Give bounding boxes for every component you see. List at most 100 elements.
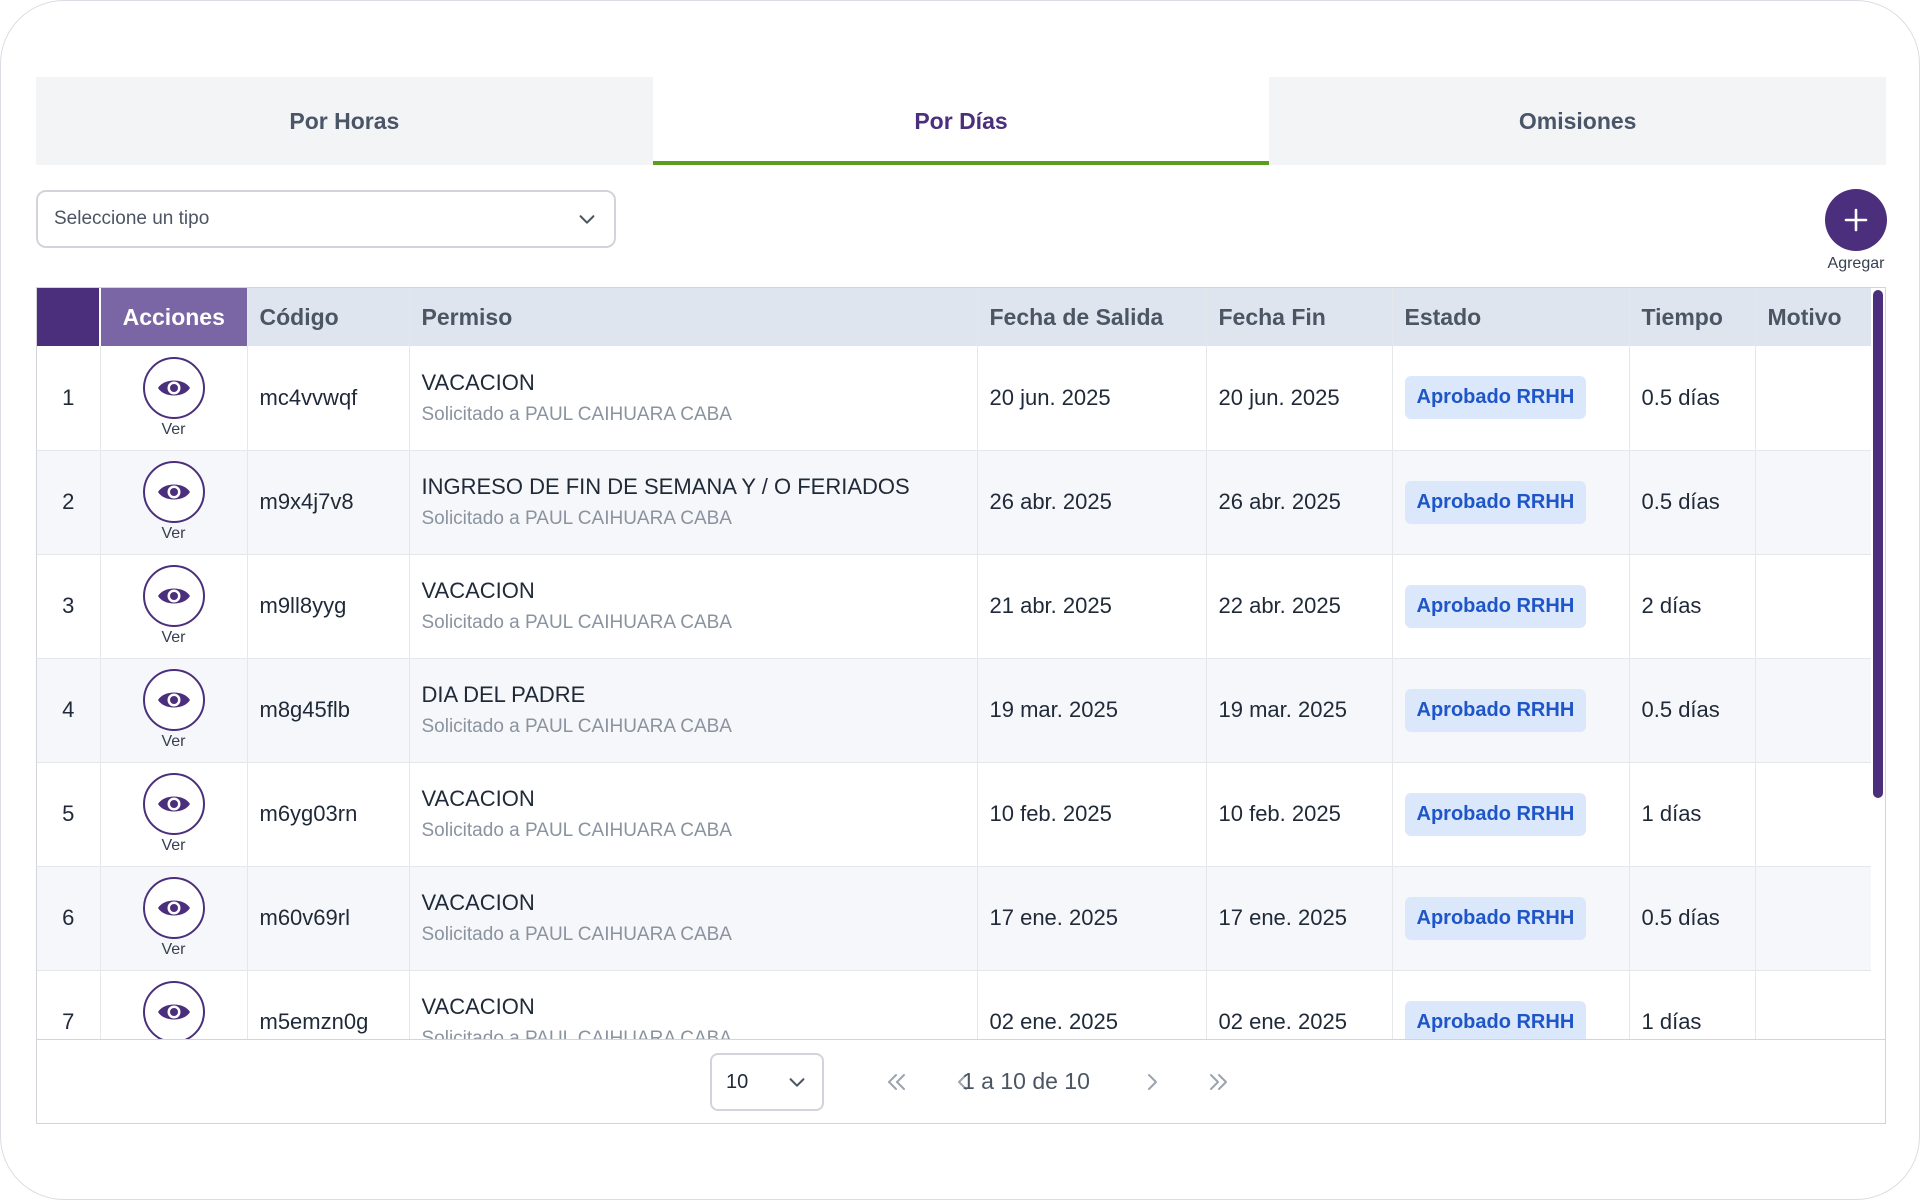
reason-cell: [1755, 450, 1871, 555]
view-label: Ver: [161, 629, 186, 646]
actions-cell: Ver: [100, 658, 248, 763]
permit-requested-to: Solicitado a PAUL CAIHUARA CABA: [421, 1028, 732, 1039]
end-date-cell: 19 mar. 2025: [1206, 658, 1393, 763]
view-button[interactable]: Ver: [142, 981, 205, 1039]
table-row[interactable]: 1 Ver mc4vvwqf VACACION Solicitado a PAUL CA…: [37, 346, 1871, 451]
permit-title: VACACION: [421, 994, 535, 1019]
status-cell: Aprobado RRHH: [1392, 346, 1630, 451]
permit-cell: VACACION Solicitado a PAUL CAIHUARA CABA: [409, 554, 978, 659]
end-date-cell: 26 abr. 2025: [1206, 450, 1393, 555]
view-button[interactable]: Ver: [142, 669, 205, 751]
eye-icon: [157, 588, 190, 604]
row-number: 5: [37, 762, 101, 867]
double-chevron-right-icon: [1210, 1074, 1227, 1090]
actions-cell: Ver: [100, 450, 248, 555]
permit-requested-to: Solicitado a PAUL CAIHUARA CABA: [421, 508, 732, 529]
page-size-select[interactable]: 10: [710, 1053, 824, 1111]
pagination-info: 1 a 10 de 10: [962, 1068, 1090, 1094]
permit-requested-to: Solicitado a PAUL CAIHUARA CABA: [421, 403, 732, 425]
last-page-button[interactable]: [1200, 1064, 1236, 1100]
header-permit[interactable]: Permiso: [409, 288, 978, 346]
start-date-cell: 20 jun. 2025: [977, 346, 1207, 451]
actions-cell: Ver: [100, 554, 248, 659]
chevron-left-icon: [958, 1074, 967, 1090]
eye-icon: [157, 380, 190, 396]
status-badge: Aprobado RRHH: [1404, 792, 1587, 836]
header-status[interactable]: Estado: [1392, 288, 1630, 346]
start-date-cell: 26 abr. 2025: [977, 450, 1207, 555]
time-cell: 0.5 días: [1629, 450, 1756, 555]
table-row[interactable]: 7 Ver m5emzn0g VACACION Solicitado a PAUL CA…: [37, 970, 1871, 1039]
status-badge: Aprobado RRHH: [1404, 688, 1587, 732]
view-label: Ver: [161, 733, 186, 750]
start-date-cell: 17 ene. 2025: [977, 866, 1207, 971]
table-row[interactable]: 3 Ver m9ll8yyg VACACION Solicitado a PAUL CA…: [37, 554, 1871, 659]
previous-page-button[interactable]: [945, 1064, 981, 1100]
type-select[interactable]: Seleccione un tipo: [36, 190, 616, 248]
header-end-date[interactable]: Fecha Fin: [1206, 288, 1393, 346]
view-button[interactable]: Ver: [142, 773, 205, 855]
table-row[interactable]: 5 Ver m6yg03rn VACACION Solicitado a PAUL CA…: [37, 762, 1871, 867]
header-start-date[interactable]: Fecha de Salida: [977, 288, 1207, 346]
status-cell: Aprobado RRHH: [1392, 970, 1630, 1039]
reason-cell: [1755, 762, 1871, 867]
code-cell: m6yg03rn: [247, 762, 410, 867]
reason-cell: [1755, 346, 1871, 451]
header-time[interactable]: Tiempo: [1629, 288, 1756, 346]
eye-icon: [157, 796, 190, 812]
status-cell: Aprobado RRHH: [1392, 450, 1630, 555]
end-date-cell: 02 ene. 2025: [1206, 970, 1393, 1039]
table-scroll-area[interactable]: Acciones Código Permiso Fecha de Salida …: [37, 288, 1871, 1039]
permit-requested-to: Solicitado a PAUL CAIHUARA CABA: [421, 820, 732, 841]
permit-cell: DIA DEL PADRE Solicitado a PAUL CAIHUARA …: [409, 658, 978, 763]
row-number: 6: [37, 866, 101, 971]
status-badge: Aprobado RRHH: [1404, 480, 1587, 524]
view-icon-circle: [142, 981, 205, 1039]
reason-cell: [1755, 658, 1871, 763]
view-icon-circle: [142, 565, 205, 627]
plus-icon: [1844, 208, 1868, 232]
reason-cell: [1755, 866, 1871, 971]
status-badge: Aprobado RRHH: [1404, 584, 1587, 628]
permit-title: VACACION: [421, 578, 535, 603]
actions-cell: Ver: [100, 762, 248, 867]
reason-cell: [1755, 970, 1871, 1039]
tab-por-dias[interactable]: Por Días: [652, 77, 1270, 165]
code-cell: m60v69rl: [247, 866, 410, 971]
chevron-right-icon: [1148, 1074, 1157, 1090]
eye-icon: [157, 900, 190, 916]
view-icon-circle: [142, 461, 205, 523]
header-actions: Acciones: [100, 288, 248, 346]
time-cell: 0.5 días: [1629, 346, 1756, 451]
reason-cell: [1755, 554, 1871, 659]
view-button[interactable]: Ver: [142, 461, 205, 543]
actions-cell: Ver: [100, 866, 248, 971]
tab-bar: Por Horas Por Días Omisiones: [36, 77, 1887, 165]
time-cell: 2 días: [1629, 554, 1756, 659]
view-label: Ver: [161, 420, 186, 438]
scrollbar-thumb[interactable]: [1873, 290, 1883, 798]
table-row[interactable]: 2 Ver m9x4j7v8 INGRESO DE FIN DE SEMANA Y /…: [37, 450, 1871, 555]
permit-cell: VACACION Solicitado a PAUL CAIHUARA CABA: [409, 346, 978, 451]
row-number: 7: [37, 970, 101, 1039]
view-button[interactable]: Ver: [142, 356, 205, 439]
table-header-row: Acciones Código Permiso Fecha de Salida …: [37, 288, 1871, 346]
start-date-cell: 21 abr. 2025: [977, 554, 1207, 659]
first-page-button[interactable]: [879, 1064, 915, 1100]
header-reason[interactable]: Motivo: [1755, 288, 1871, 346]
end-date-cell: 17 ene. 2025: [1206, 866, 1393, 971]
view-button[interactable]: Ver: [142, 565, 205, 647]
permit-requested-to: Solicitado a PAUL CAIHUARA CABA: [421, 716, 732, 737]
view-button[interactable]: Ver: [142, 877, 205, 959]
status-cell: Aprobado RRHH: [1392, 554, 1630, 659]
table-row[interactable]: 4 Ver m8g45flb DIA DEL PADRE Solicitado a PA…: [37, 658, 1871, 763]
permit-cell: VACACION Solicitado a PAUL CAIHUARA CABA: [409, 970, 978, 1039]
add-button[interactable]: [1825, 189, 1887, 251]
next-page-button[interactable]: [1134, 1064, 1170, 1100]
permit-title: INGRESO DE FIN DE SEMANA Y / O FERIADOS: [421, 474, 910, 499]
tab-omisiones[interactable]: Omisiones: [1269, 77, 1887, 165]
header-code[interactable]: Código: [247, 288, 410, 346]
tab-por-horas[interactable]: Por Horas: [36, 77, 653, 165]
table-row[interactable]: 6 Ver m60v69rl VACACION Solicitado a PAUL CA…: [37, 866, 1871, 971]
